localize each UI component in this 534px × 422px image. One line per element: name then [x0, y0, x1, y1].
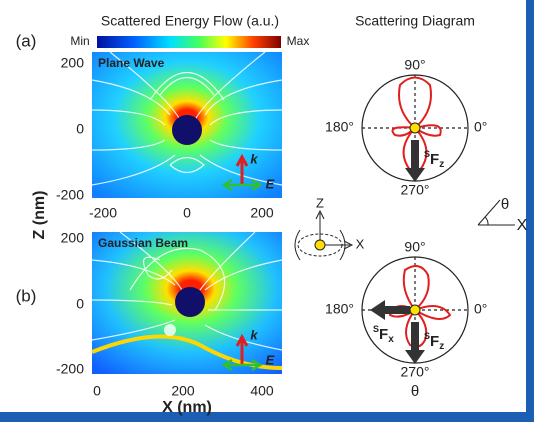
y-tick-label: -200	[56, 361, 84, 377]
angle-label: 180°	[325, 119, 354, 135]
x-tick-label: 400	[250, 383, 274, 399]
panel-tag: (a)	[16, 31, 37, 50]
k-label: k	[250, 151, 258, 166]
x-tick-label: 0	[183, 205, 191, 221]
x-tick-label: 200	[250, 205, 274, 221]
panel-label: Gaussian Beam	[98, 236, 188, 250]
force-base: F	[379, 326, 388, 343]
x-tick-label: 200	[171, 383, 195, 399]
inset-x: X	[517, 217, 528, 234]
force-base: F	[430, 151, 439, 168]
y-axis-label: Z (nm)	[31, 191, 48, 240]
colorbar-title: Scattered Energy Flow (a.u.)	[101, 13, 279, 29]
angle-label: 270°	[401, 182, 430, 198]
diagram-title: Scattering Diagram	[355, 13, 475, 29]
angle-label: 90°	[404, 57, 425, 73]
k-label: k	[250, 327, 258, 342]
y-tick-label: -200	[56, 187, 84, 203]
colorbar-min: Min	[70, 34, 89, 48]
force-base: F	[430, 333, 439, 350]
particle	[175, 287, 205, 317]
colorbar-max: Max	[287, 34, 310, 48]
x-tick-label: -200	[89, 205, 117, 221]
panel-tag: (b)	[16, 286, 37, 305]
inset-theta: θ	[501, 196, 509, 213]
frame	[0, 412, 534, 422]
y-tick-label: 0	[76, 121, 84, 137]
inset-z: Z	[316, 195, 324, 210]
frame	[526, 0, 534, 422]
colorbar	[97, 36, 281, 48]
e-label: E	[266, 352, 275, 367]
panel-label: Plane Wave	[98, 56, 165, 70]
angle-label: 180°	[325, 301, 354, 317]
theta-label: θ	[411, 383, 419, 400]
particle	[410, 305, 420, 315]
particle	[410, 123, 420, 133]
angle-label: 0°	[474, 301, 487, 317]
particle	[172, 115, 202, 145]
y-tick-label: 200	[61, 55, 85, 71]
figure: Scattered Energy Flow (a.u.) Min Max (a) Pla…	[0, 0, 534, 422]
vortex	[164, 324, 176, 336]
angle-label: 270°	[401, 364, 430, 380]
x-tick-label: 0	[93, 383, 101, 399]
force-sub: z	[439, 159, 444, 170]
force-sub: z	[439, 341, 444, 352]
e-label: E	[266, 176, 275, 191]
y-tick-label: 200	[61, 230, 85, 246]
y-tick-label: 0	[76, 296, 84, 312]
force-sub: x	[388, 334, 394, 345]
angle-label: 90°	[404, 239, 425, 255]
x-axis-label: X (nm)	[162, 399, 212, 416]
angle-label: 0°	[474, 119, 487, 135]
inset-x: X	[356, 236, 365, 251]
